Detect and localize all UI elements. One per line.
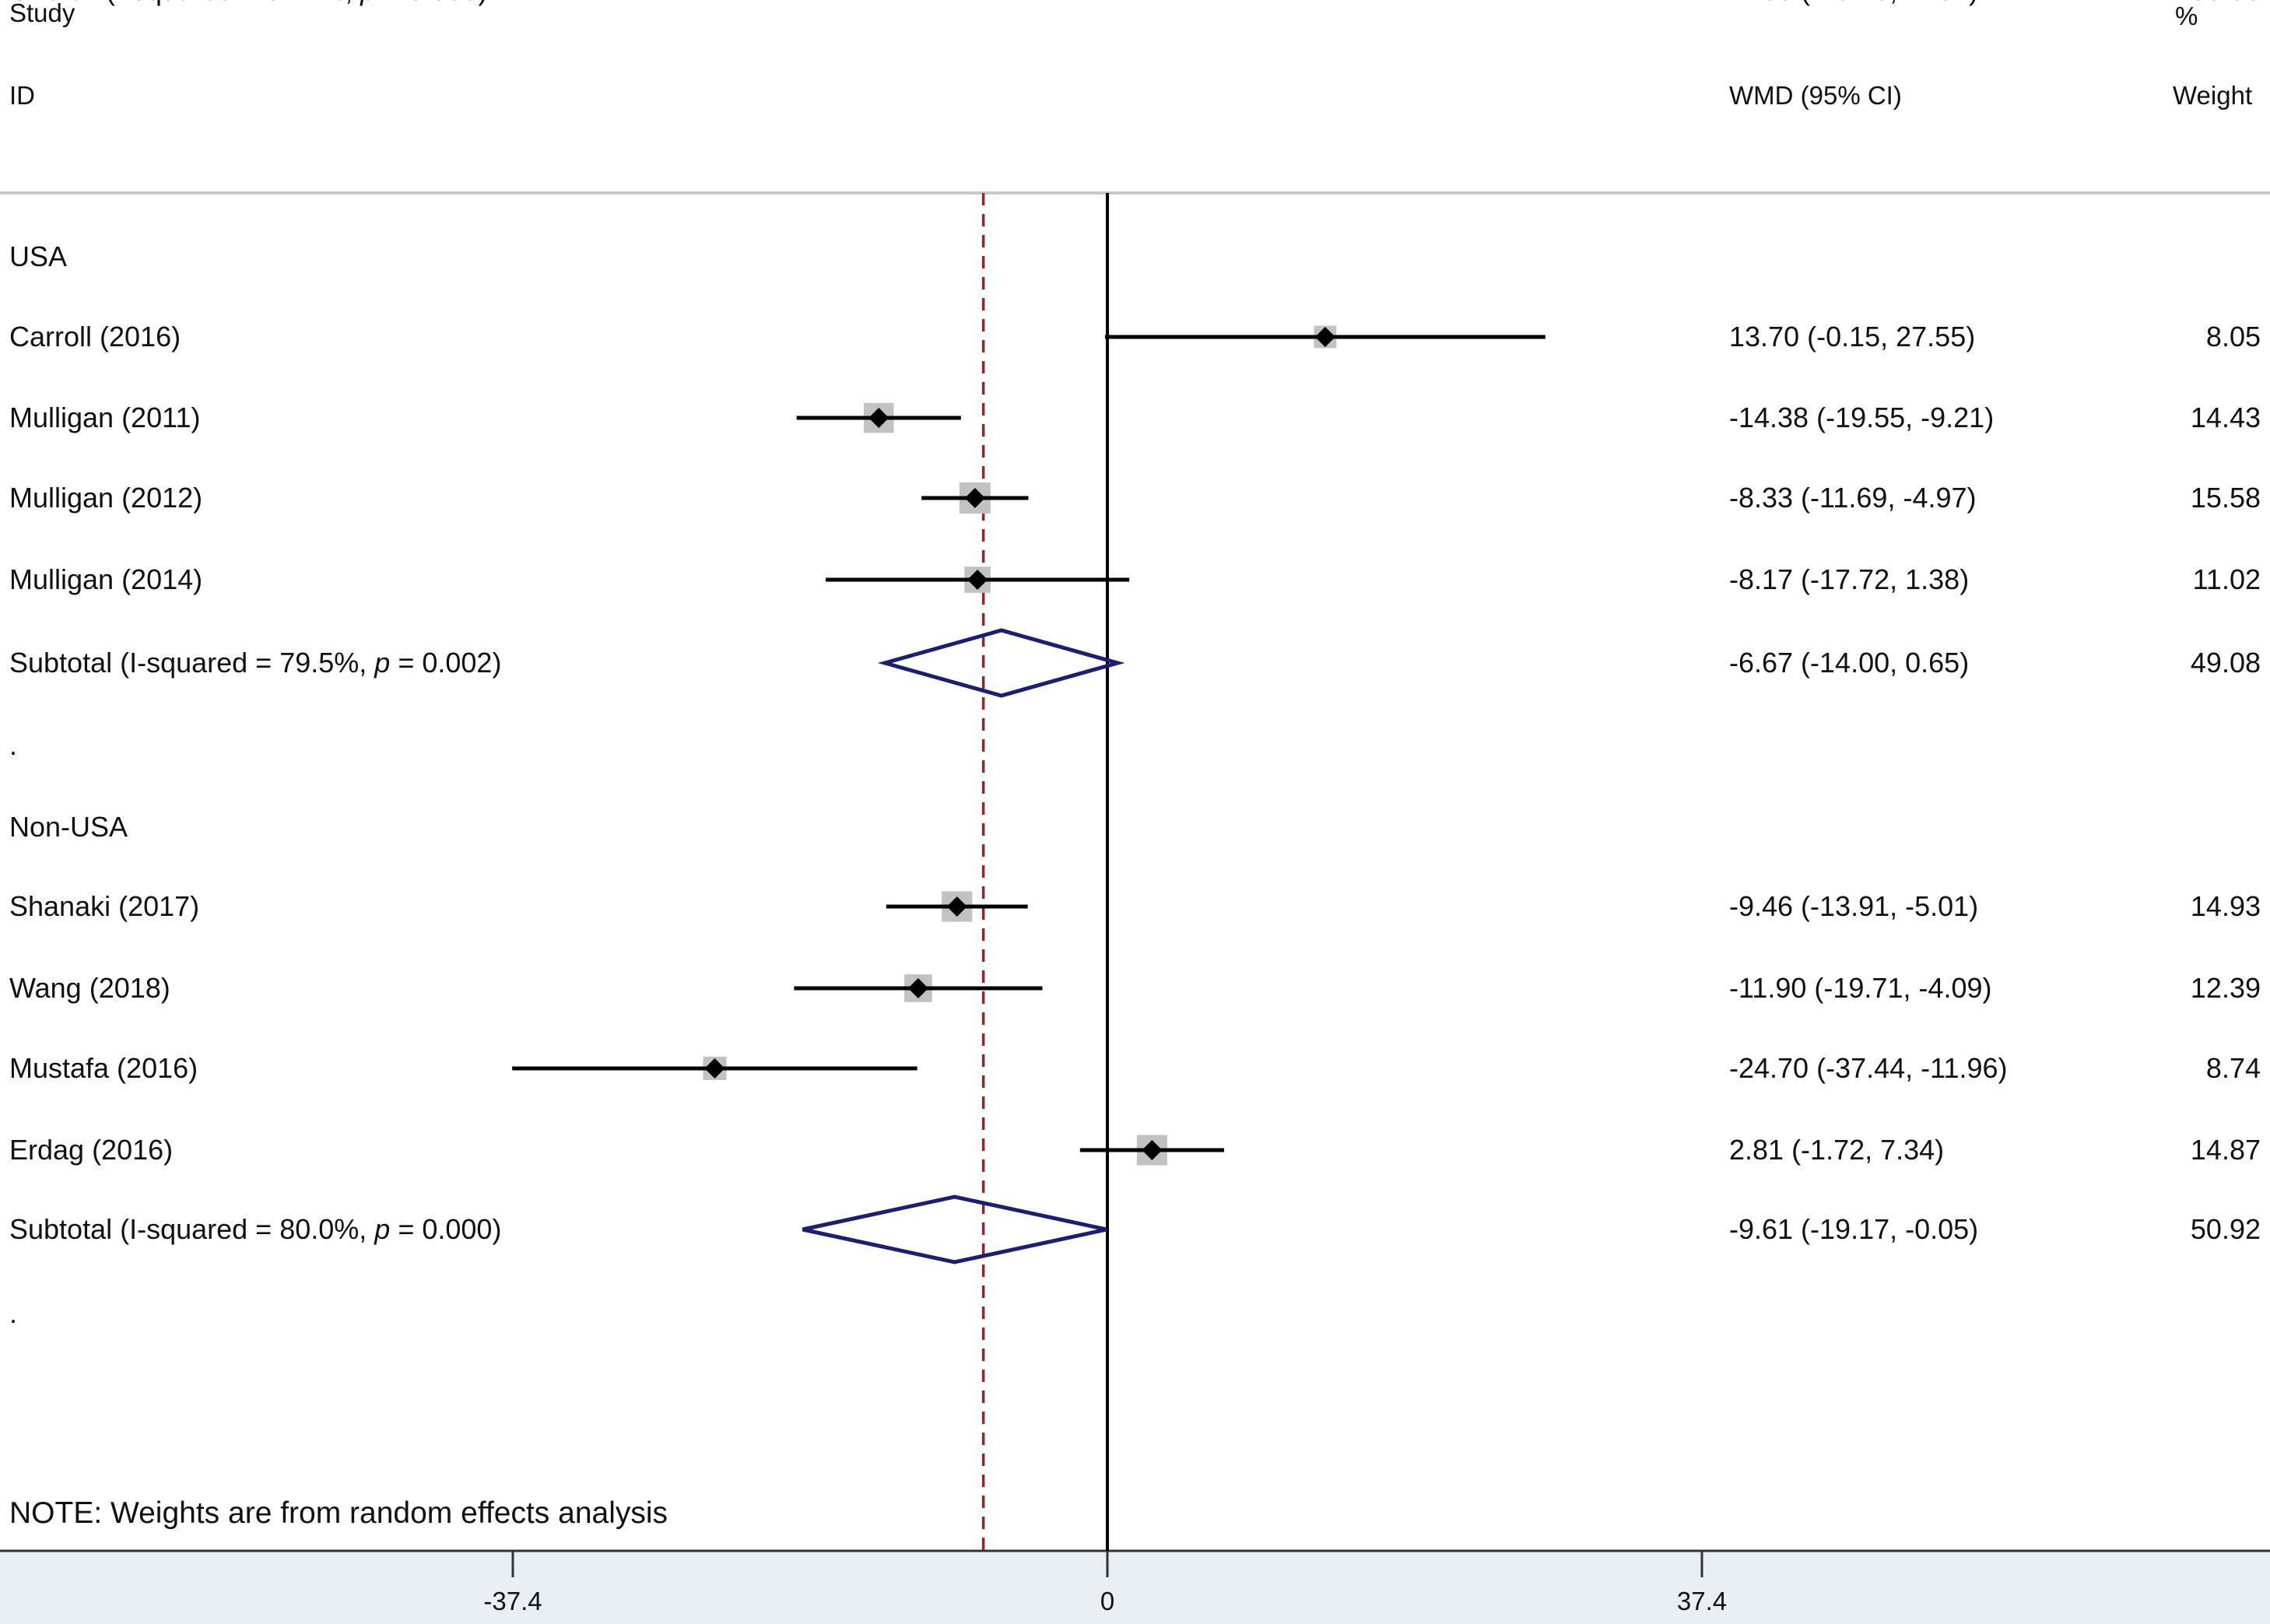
study-erdag-2016-weight-text: 14.87 [2191, 1134, 2261, 1166]
axis-band [0, 1551, 2270, 1624]
study-wang-2018-ci-text: -11.90 (-19.71, -4.09) [1729, 972, 1992, 1004]
study-wang-2018-weight-text: 12.39 [2191, 972, 2261, 1004]
study-mulligan-2012-label: Mulligan (2012) [9, 482, 202, 514]
study-mustafa-2016-ci-text: -24.70 (-37.44, -11.96) [1729, 1052, 2008, 1084]
group-non-usa-label: Non-USA [9, 811, 128, 843]
study-mulligan-2012-point [964, 488, 985, 508]
summary-subtotal-i-squared-80-0-diamond [802, 1194, 1107, 1264]
x-tick-label: 37.4 [1677, 1587, 1727, 1615]
study-carroll-2016-label: Carroll (2016) [9, 321, 181, 353]
header-weight: Weight [2173, 81, 2252, 110]
study-mulligan-2012-weight-text: 15.58 [2191, 482, 2261, 514]
study-erdag-2016-point [1142, 1140, 1163, 1160]
x-tick-label: 0 [1100, 1587, 1114, 1615]
study-carroll-2016-weight-text: 8.05 [2206, 321, 2261, 353]
dot-dot-label: . [9, 1297, 17, 1329]
study-mulligan-2012-ci-text: -8.33 (-11.69, -4.97) [1729, 482, 1977, 514]
study-erdag-2016-label: Erdag (2016) [9, 1134, 173, 1166]
study-mulligan-2014-point [967, 570, 988, 590]
summary-subtotal-i-squared-79-5-diamond [877, 628, 1125, 698]
header-study: Study [9, 0, 75, 27]
summary-subtotal-i-squared-79-5-ci-text: -6.67 (-14.00, 0.65) [1729, 647, 1969, 679]
rows-layer: USA Carroll (2016) 13.70 (-0.15, 27.55) 8.0… [9, 0, 2261, 1329]
study-carroll-2016-ci-text: 13.70 (-0.15, 27.55) [1729, 321, 1975, 353]
header-effect: WMD (95% CI) [1729, 81, 1902, 110]
study-mustafa-2016-point [704, 1058, 725, 1079]
header-id: ID [9, 81, 35, 110]
x-axis-ticks: -37.4 0 37.4 [483, 1551, 1727, 1615]
summary-subtotal-i-squared-79-5-label: Subtotal (I-squared = 79.5%, p = 0.002) [9, 647, 501, 679]
header-percent: % [2175, 2, 2198, 30]
study-wang-2018-point [907, 978, 928, 998]
study-wang-2018-label: Wang (2018) [9, 972, 170, 1004]
summary-overall-i-squared-84-4-ci-text: -7.80 (-13.28, -2.31) [1729, 0, 1978, 6]
study-erdag-2016-ci-text: 2.81 (-1.72, 7.34) [1729, 1134, 1944, 1166]
study-mulligan-2014-label: Mulligan (2014) [9, 563, 202, 595]
study-mulligan-2014-ci-text: -8.17 (-17.72, 1.38) [1729, 563, 1969, 595]
study-mustafa-2016-label: Mustafa (2016) [9, 1052, 198, 1084]
summary-subtotal-i-squared-80-0-weight-text: 50.92 [2191, 1213, 2261, 1245]
x-tick-label: -37.4 [483, 1587, 542, 1615]
study-mulligan-2011-label: Mulligan (2011) [9, 402, 200, 433]
study-carroll-2016-point [1314, 327, 1335, 347]
study-mulligan-2014-weight-text: 11.02 [2193, 563, 2261, 595]
plot-layer [512, 193, 1545, 1551]
dot-dot-label: . [9, 729, 17, 761]
study-shanaki-2017-ci-text: -9.46 (-13.91, -5.01) [1729, 890, 1978, 922]
summary-subtotal-i-squared-80-0-ci-text: -9.61 (-19.17, -0.05) [1729, 1213, 1978, 1245]
summary-overall-i-squared-84-4-label: Overall (I-squared = 84.4%, p = 0.000) [9, 0, 487, 6]
note-text: NOTE: Weights are from random effects an… [9, 1496, 668, 1530]
study-shanaki-2017-label: Shanaki (2017) [9, 890, 199, 922]
study-shanaki-2017-weight-text: 14.93 [2191, 890, 2261, 922]
group-usa-label: USA [9, 240, 67, 272]
summary-overall-i-squared-84-4-weight-text: 100.00 [2175, 0, 2261, 6]
summary-subtotal-i-squared-80-0-label: Subtotal (I-squared = 80.0%, p = 0.000) [9, 1213, 501, 1245]
study-mustafa-2016-weight-text: 8.74 [2206, 1052, 2261, 1084]
study-shanaki-2017-point [946, 896, 967, 917]
study-mulligan-2011-weight-text: 14.43 [2191, 402, 2261, 433]
summary-subtotal-i-squared-79-5-weight-text: 49.08 [2191, 647, 2261, 679]
study-mulligan-2011-ci-text: -14.38 (-19.55, -9.21) [1729, 402, 1994, 433]
study-mulligan-2011-point [868, 408, 889, 428]
